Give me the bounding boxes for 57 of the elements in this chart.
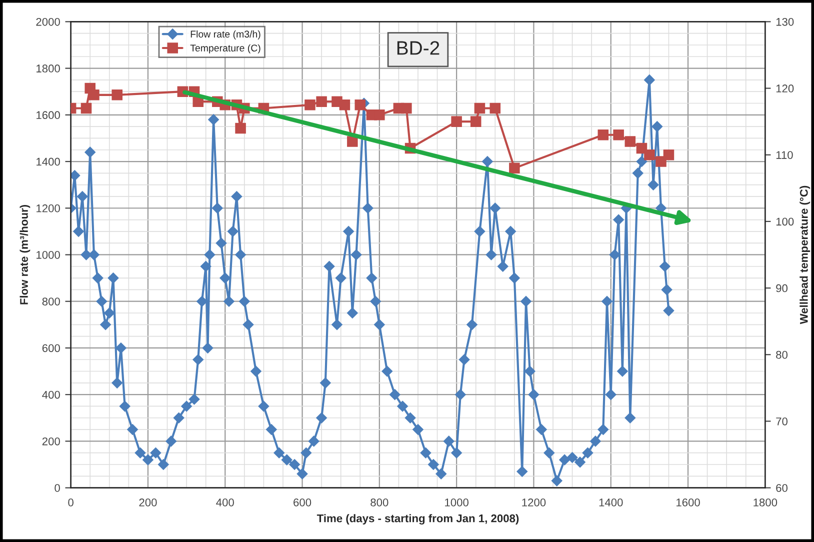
point bbox=[339, 100, 350, 110]
y-tick-label: 1000 bbox=[36, 251, 60, 259]
y-tick-label: 1400 bbox=[36, 158, 60, 166]
x-tick-label: 1400 bbox=[599, 498, 623, 506]
y2-tick-label: 90 bbox=[776, 284, 788, 292]
point bbox=[663, 149, 674, 160]
y2-tick-label: 60 bbox=[776, 484, 788, 492]
y-tick-label: 600 bbox=[42, 344, 60, 352]
x-tick-label: 1200 bbox=[522, 498, 546, 506]
x-tick-label: 600 bbox=[294, 498, 312, 506]
y-tick-label: 2000 bbox=[36, 18, 60, 26]
y-tick-label: 200 bbox=[42, 437, 60, 446]
x-tick-label: 0 bbox=[68, 498, 74, 506]
legend-label: Flow rate (m3/h) bbox=[190, 30, 260, 40]
y-tick-label: 1200 bbox=[36, 204, 60, 212]
point bbox=[112, 90, 122, 100]
x-tick-label: 800 bbox=[370, 498, 388, 506]
y2-tick-label: 100 bbox=[776, 218, 794, 226]
point bbox=[474, 102, 486, 114]
point bbox=[347, 136, 358, 147]
x-axis-title: Time (days - starting from Jan 1, 2008) bbox=[316, 514, 519, 525]
y2-axis-title: Wellhead temperature (°C) bbox=[800, 186, 810, 324]
point bbox=[656, 156, 666, 167]
y-tick-label: 0 bbox=[54, 484, 60, 492]
y2-tick-label: 70 bbox=[776, 417, 788, 426]
y-axis-title: Flow rate (m³/hour) bbox=[20, 204, 30, 304]
point bbox=[354, 100, 366, 110]
point bbox=[374, 110, 385, 120]
point bbox=[235, 122, 246, 134]
legend-label: Temperature (C) bbox=[190, 44, 260, 54]
point bbox=[509, 162, 520, 174]
x-tick-label: 1800 bbox=[754, 498, 778, 506]
point bbox=[316, 96, 327, 107]
point bbox=[88, 90, 100, 100]
point bbox=[644, 149, 655, 160]
point bbox=[80, 102, 92, 114]
y-tick-label: 1800 bbox=[36, 64, 60, 72]
x-tick-label: 1000 bbox=[445, 498, 468, 506]
y-tick-label: 1600 bbox=[36, 111, 60, 120]
x-tick-label: 200 bbox=[139, 498, 157, 506]
point bbox=[490, 102, 501, 114]
point bbox=[598, 130, 609, 140]
point bbox=[304, 100, 316, 110]
point bbox=[613, 130, 624, 140]
y2-tick-label: 120 bbox=[776, 84, 794, 92]
point bbox=[451, 116, 462, 127]
y-tick-label: 800 bbox=[42, 298, 60, 306]
point bbox=[401, 102, 412, 114]
text: BD-2 bbox=[397, 41, 440, 55]
y2-tick-label: 80 bbox=[776, 350, 788, 359]
y-tick-label: 400 bbox=[42, 390, 60, 399]
x-tick-label: 1600 bbox=[676, 498, 700, 506]
y2-tick-label: 110 bbox=[776, 151, 793, 159]
x-tick-label: 400 bbox=[216, 498, 234, 506]
y2-tick-label: 130 bbox=[776, 18, 794, 26]
point bbox=[470, 116, 482, 127]
point bbox=[624, 136, 636, 147]
